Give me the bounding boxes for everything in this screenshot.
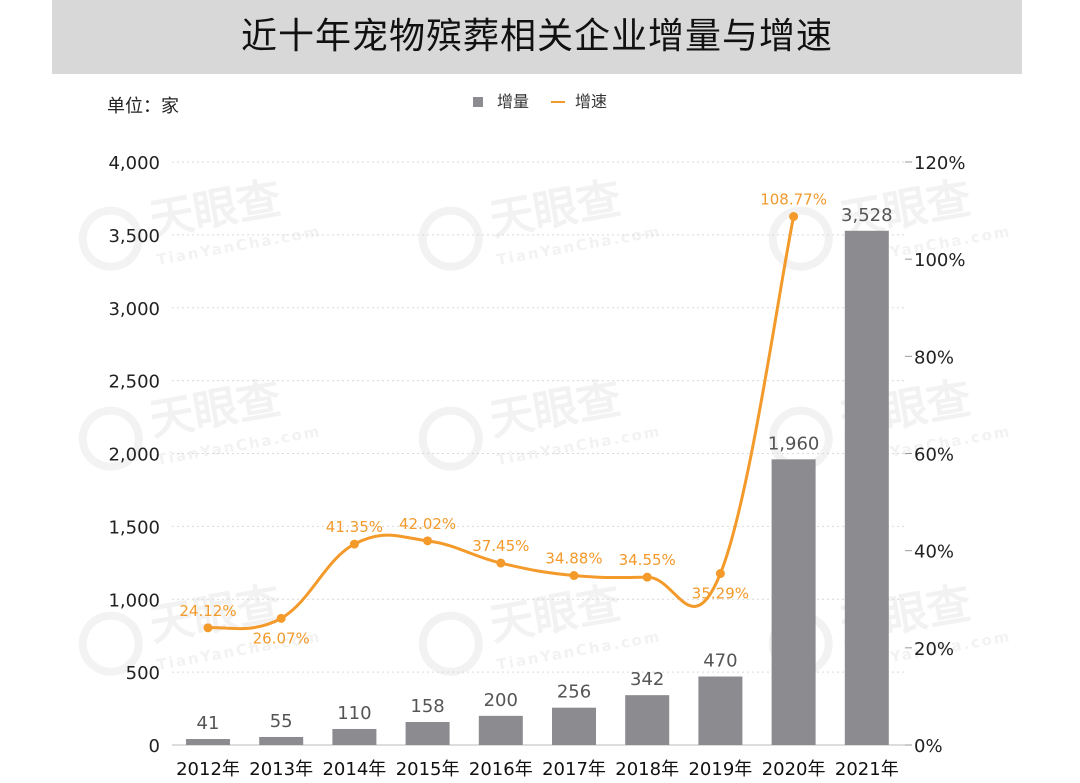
y-left-tick-label: 500: [126, 663, 160, 684]
bar-value-label: 342: [630, 669, 664, 690]
y-right-tick-label: 100%: [914, 250, 965, 271]
y-left-tick-label: 3,000: [108, 299, 160, 320]
watermark-logo-icon: [78, 611, 143, 676]
y-right-tick-label: 120%: [914, 153, 965, 174]
growth-point: [423, 536, 433, 546]
y-left-tick-label: 0: [149, 736, 160, 757]
y-right-tick-label: 40%: [914, 542, 954, 563]
legend-item-line: 增速: [551, 90, 607, 114]
bar: [405, 721, 450, 745]
x-tick-label: 2016年: [469, 759, 533, 780]
bar-value-label: 3,528: [841, 205, 893, 226]
legend-line-swatch: [551, 101, 565, 103]
bar-labels: 41 55 110 158 200 256 342 470 1,960 3,528: [197, 205, 893, 734]
y-left-tick-label: 3,500: [108, 226, 160, 247]
growth-value-label: 108.77%: [760, 191, 827, 209]
y-left-tick-label: 1,000: [108, 590, 160, 611]
growth-point: [203, 623, 213, 633]
y-right-tick-label: 20%: [914, 639, 954, 660]
watermark-logo-icon: [768, 206, 833, 271]
x-tick-label: 2015年: [396, 759, 460, 780]
growth-point: [349, 539, 359, 549]
y-right-tick-label: 60%: [914, 445, 954, 466]
y-left-tick-label: 4,000: [108, 153, 160, 174]
bars: [186, 230, 889, 745]
growth-point: [789, 212, 799, 222]
bar: [625, 695, 670, 745]
bar-value-label: 200: [484, 690, 518, 711]
bar-value-label: 55: [270, 711, 293, 732]
bar-value-label: 41: [197, 713, 220, 734]
bar-value-label: 158: [410, 696, 444, 717]
growth-point: [276, 613, 286, 623]
growth-line-path: [207, 216, 796, 631]
growth-value-label: 26.07%: [253, 629, 310, 647]
bar: [552, 707, 596, 745]
title-bar: 近十年宠物殡葬相关企业增量与增速: [52, 0, 1022, 74]
x-tick-label: 2013年: [249, 759, 313, 780]
x-tick-label: 2017年: [542, 759, 606, 780]
x-tick-label: 2014年: [322, 759, 386, 780]
bar-value-label: 1,960: [768, 433, 820, 454]
y-left-tick-label: 2,000: [108, 445, 160, 466]
y-axis-right: 0% 20% 40% 60% 80% 100% 120%: [905, 153, 965, 757]
growth-value-label: 34.88%: [545, 550, 602, 568]
y-axis-left: 0 500 1,000 1,500 2,000 2,500 3,000 3,500 4,000: [108, 153, 160, 757]
bar: [186, 739, 230, 745]
bar: [844, 230, 889, 745]
growth-value-label: 24.12%: [179, 602, 236, 620]
y-right-tick-label: 80%: [914, 347, 954, 368]
x-tick-label: 2018年: [615, 759, 679, 780]
growth-point: [715, 569, 725, 579]
x-axis: 2012年 2013年 2014年 2015年 2016年 2017年 2018年 2019年…: [176, 759, 899, 780]
y-right-tick-label: 0%: [914, 736, 943, 757]
watermark-logo-icon: [418, 406, 483, 471]
y-left-tick-label: 2,500: [108, 372, 160, 393]
growth-point: [496, 558, 506, 568]
bar: [478, 715, 523, 745]
watermark-logo-icon: [418, 611, 483, 676]
watermark-logo-icon: [78, 206, 143, 271]
growth-point: [569, 571, 579, 581]
bar-value-label: 110: [337, 703, 371, 724]
unit-label: 单位：家: [107, 96, 179, 117]
legend-line-label: 增速: [575, 92, 608, 111]
y-left-tick-label: 1,500: [108, 517, 160, 538]
bar: [332, 728, 377, 745]
growth-value-label: 42.02%: [399, 515, 456, 533]
bar: [771, 459, 816, 745]
bar-value-label: 470: [703, 650, 737, 671]
bar: [259, 736, 304, 745]
watermark-logo-icon: [78, 406, 143, 471]
growth-point: [642, 572, 652, 582]
growth-value-label: 41.35%: [326, 518, 383, 536]
growth-value-label: 35.29%: [692, 585, 749, 603]
growth-value-label: 37.45%: [472, 537, 529, 555]
chart-title: 近十年宠物殡葬相关企业增量与增速: [240, 16, 833, 57]
watermark-logo-icon: [418, 206, 483, 271]
growth-value-label: 34.55%: [619, 551, 676, 569]
growth-line: 24.12% 26.07% 41.35% 42.02% 37.45% 34.88% 34.5…: [179, 191, 827, 648]
bar-value-label: 256: [557, 682, 591, 703]
legend-item-bar: 增量: [473, 90, 529, 114]
x-tick-label: 2021年: [835, 759, 899, 780]
x-tick-label: 2012年: [176, 759, 240, 780]
legend-bar-label: 增量: [497, 92, 530, 111]
x-tick-label: 2019年: [688, 759, 752, 780]
legend-bar-swatch: [473, 97, 483, 107]
x-tick-label: 2020年: [762, 759, 826, 780]
bar: [698, 676, 743, 745]
